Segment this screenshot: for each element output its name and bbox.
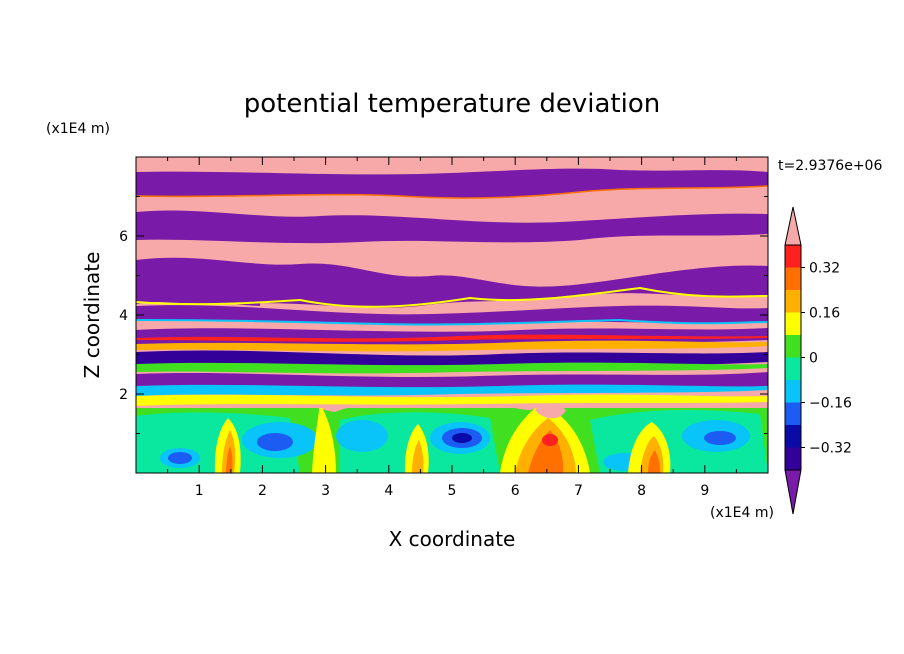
warm-plume xyxy=(312,404,336,473)
chart-title: potential temperature deviation xyxy=(244,89,660,119)
colorbar-under-arrow xyxy=(784,469,802,515)
colorbar-swatch xyxy=(785,380,801,403)
pink-plume xyxy=(535,404,566,419)
warm-core xyxy=(542,434,558,446)
colorbar-swatch xyxy=(785,267,801,290)
filament xyxy=(136,362,768,374)
upper-band xyxy=(136,210,768,244)
upper-band xyxy=(136,168,768,199)
colorbar: 0.32 0.16 0 −0.16 −0.32 xyxy=(784,206,852,515)
colorbar-swatch xyxy=(785,425,801,448)
colorbar-label: 0 xyxy=(809,351,818,367)
x-tick-label: 8 xyxy=(637,483,646,499)
x-axis: 1 2 3 4 5 6 7 8 9 xyxy=(167,157,737,499)
colorbar-swatch xyxy=(785,245,801,268)
colorbar-swatch xyxy=(785,357,801,380)
x-axis-label: X coordinate xyxy=(389,527,516,551)
x-tick-label: 2 xyxy=(258,483,267,499)
upper-band xyxy=(136,257,768,308)
blue-cell xyxy=(257,433,293,451)
colorbar-swatch xyxy=(785,290,801,313)
upper-band xyxy=(136,286,260,306)
x-tick-label: 3 xyxy=(321,483,330,499)
blue-cell xyxy=(704,431,736,445)
x-tick-label: 4 xyxy=(384,483,393,499)
filament xyxy=(136,340,768,352)
y-axis-label: Z coordinate xyxy=(80,252,104,379)
filament xyxy=(136,334,768,342)
filament xyxy=(136,394,768,406)
colorbar-swatch xyxy=(785,335,801,358)
colorbar-label: −0.16 xyxy=(809,396,852,412)
warm-plume xyxy=(226,446,233,473)
cyan-cell xyxy=(336,420,388,452)
colorbar-label: 0.16 xyxy=(809,306,840,322)
colorbar-label: 0.32 xyxy=(809,261,840,277)
x-unit-label: (x1E4 m) xyxy=(710,505,774,521)
time-label: t=2.9376e+06 xyxy=(778,158,882,174)
filament xyxy=(136,384,768,396)
warm-plume xyxy=(412,440,424,473)
blue-cell xyxy=(168,452,192,464)
warm-plume xyxy=(648,450,660,473)
y-axis: 2 4 6 xyxy=(119,196,768,434)
y-tick-label: 2 xyxy=(119,387,128,403)
x-tick-label: 6 xyxy=(511,483,520,499)
x-tick-label: 9 xyxy=(700,483,709,499)
colorbar-swatch xyxy=(785,447,801,470)
y-unit-label: (x1E4 m) xyxy=(46,121,110,137)
colorbar-label: −0.32 xyxy=(809,441,852,457)
x-tick-label: 7 xyxy=(574,483,583,499)
colorbar-swatch xyxy=(785,402,801,425)
x-tick-label: 5 xyxy=(448,483,457,499)
band-edge xyxy=(136,318,768,326)
y-tick-label: 4 xyxy=(119,308,128,324)
x-tick-label: 1 xyxy=(195,483,204,499)
field xyxy=(136,157,768,473)
y-tick-label: 6 xyxy=(119,229,128,245)
band-edge xyxy=(136,286,768,308)
band-edge xyxy=(136,185,768,199)
colorbar-over-arrow xyxy=(784,206,802,246)
colorbar-swatch xyxy=(785,312,801,335)
dark-blue-core xyxy=(452,433,472,443)
